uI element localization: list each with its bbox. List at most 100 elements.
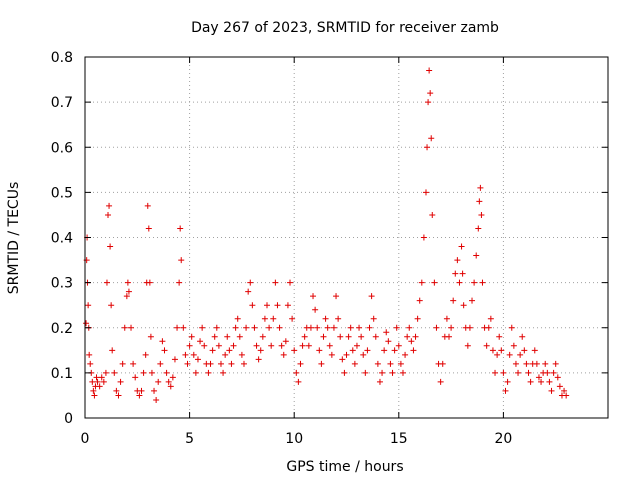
data-point — [446, 333, 453, 340]
data-point — [96, 383, 103, 390]
data-point — [278, 342, 285, 349]
data-point — [364, 347, 371, 354]
data-point — [527, 378, 534, 385]
data-point — [261, 315, 268, 322]
data-point — [479, 279, 486, 286]
data-point — [561, 387, 568, 394]
data-point — [427, 90, 434, 97]
data-point — [93, 374, 100, 381]
data-point — [408, 338, 415, 345]
data-points — [83, 67, 570, 403]
data-point — [215, 342, 222, 349]
data-point — [554, 374, 561, 381]
data-point — [282, 338, 289, 345]
data-point — [515, 369, 522, 376]
data-point — [123, 293, 130, 300]
data-point — [132, 374, 139, 381]
data-point — [106, 202, 113, 209]
plot-frame — [84, 56, 609, 419]
data-point — [500, 369, 507, 376]
data-point — [372, 333, 379, 340]
data-point — [556, 383, 563, 390]
data-point — [335, 315, 342, 322]
data-point — [519, 333, 526, 340]
x-tick-label: 10 — [285, 431, 303, 447]
grid — [85, 57, 608, 418]
data-point — [393, 324, 400, 331]
data-point — [161, 347, 168, 354]
data-point — [399, 369, 406, 376]
data-point — [454, 257, 461, 264]
data-point — [448, 324, 455, 331]
data-point — [159, 338, 166, 345]
y-tick-label: 0 — [64, 411, 73, 427]
data-point — [98, 374, 105, 381]
axes: 0 0.1 0.2 0.3 0.4 0.5 0.6 0.7 0.8 0 5 10 15 20 — [51, 50, 609, 447]
data-point — [483, 342, 490, 349]
data-point — [295, 378, 302, 385]
data-point — [86, 351, 93, 358]
data-point — [213, 324, 220, 331]
data-point — [125, 288, 132, 295]
data-point — [563, 392, 570, 399]
data-point — [111, 369, 118, 376]
data-point — [144, 202, 151, 209]
data-point — [163, 369, 170, 376]
data-point — [368, 293, 375, 300]
data-point — [280, 351, 287, 358]
data-point — [291, 347, 298, 354]
data-point — [487, 315, 494, 322]
data-point — [243, 324, 250, 331]
data-point — [305, 342, 312, 349]
data-point — [270, 315, 277, 322]
data-point — [324, 324, 331, 331]
data-point — [538, 378, 545, 385]
data-point — [404, 333, 411, 340]
data-point — [176, 279, 183, 286]
data-point — [94, 378, 101, 385]
data-point — [343, 351, 350, 358]
data-point — [312, 306, 319, 313]
data-point — [525, 369, 532, 376]
data-point — [381, 347, 388, 354]
data-point — [510, 342, 517, 349]
data-point — [330, 324, 337, 331]
data-point — [476, 198, 483, 205]
data-point — [360, 351, 367, 358]
data-point — [349, 347, 356, 354]
data-point — [395, 342, 402, 349]
data-point — [146, 279, 153, 286]
data-point — [240, 360, 247, 367]
data-point — [420, 234, 427, 241]
y-tick-label: 0.2 — [51, 321, 73, 337]
data-point — [358, 333, 365, 340]
data-point — [109, 347, 116, 354]
data-point — [456, 279, 463, 286]
data-point — [431, 279, 438, 286]
data-point — [188, 333, 195, 340]
data-point — [209, 347, 216, 354]
data-point — [464, 342, 471, 349]
data-point — [121, 324, 128, 331]
data-point — [90, 387, 97, 394]
data-point — [147, 333, 154, 340]
data-point — [192, 369, 199, 376]
data-point — [266, 324, 273, 331]
data-point — [550, 369, 557, 376]
data-point — [180, 324, 187, 331]
data-point — [328, 351, 335, 358]
data-point — [412, 333, 419, 340]
data-point — [428, 135, 435, 142]
data-point — [190, 351, 197, 358]
x-tick-label: 0 — [81, 431, 90, 447]
data-point — [105, 211, 112, 218]
data-point — [165, 378, 172, 385]
data-point — [186, 342, 193, 349]
y-axis-label: SRMTID / TECUs — [6, 182, 22, 295]
data-point — [322, 315, 329, 322]
data-point — [370, 315, 377, 322]
data-point — [199, 324, 206, 331]
data-point — [228, 360, 235, 367]
data-point — [333, 293, 340, 300]
